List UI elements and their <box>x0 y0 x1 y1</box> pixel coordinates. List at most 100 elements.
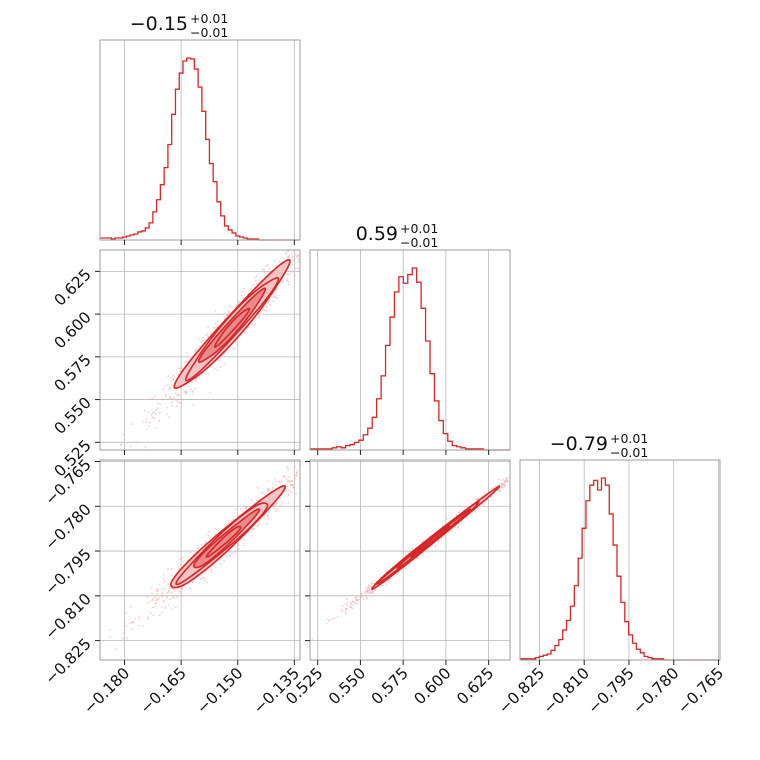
scatter-point <box>365 586 368 589</box>
scatter-point <box>194 348 197 351</box>
scatter-point <box>175 596 178 598</box>
scatter-point <box>543 450 545 452</box>
scatter-point <box>501 482 503 485</box>
title-minus-error: −0.01 <box>190 25 228 40</box>
scatter-point <box>282 257 284 259</box>
scatter-point <box>345 597 348 600</box>
scatter-point <box>287 479 289 482</box>
scatter-point <box>440 537 443 540</box>
scatter-point <box>219 366 222 368</box>
scatter-point <box>167 375 170 378</box>
scatter-point <box>295 492 297 495</box>
scatter-point <box>162 595 165 598</box>
scatter-point <box>267 488 269 491</box>
scatter-point <box>201 576 204 579</box>
scatter-point <box>263 516 266 519</box>
scatter-point <box>170 380 173 383</box>
scatter-point <box>518 472 520 474</box>
scatter-point <box>252 283 255 286</box>
scatter-point <box>145 417 148 420</box>
scatter-point <box>239 507 242 510</box>
scatter-point <box>452 516 455 519</box>
contour-line <box>184 276 280 382</box>
scatter-point <box>317 237 319 239</box>
scatter-point <box>158 583 160 586</box>
scatter-point <box>527 469 529 471</box>
scatter-point <box>328 620 330 622</box>
scatter-point <box>162 577 165 580</box>
scatter-point <box>146 428 149 430</box>
scatter-point <box>138 617 141 620</box>
scatter-point <box>371 582 374 585</box>
scatter-point <box>258 315 261 317</box>
scatter-point <box>236 542 239 545</box>
scatter-point <box>228 311 231 314</box>
scatter-point <box>369 591 371 594</box>
x-tick-label: 0.600 <box>411 664 455 708</box>
scatter-point <box>295 471 298 474</box>
scatter-point <box>164 385 167 387</box>
scatter-point <box>373 582 376 585</box>
scatter-point <box>285 253 287 255</box>
scatter-point <box>337 445 339 447</box>
y-tick-label: 0.550 <box>51 394 95 438</box>
scatter-point <box>168 388 170 391</box>
scatter-point <box>182 388 185 391</box>
scatter-point <box>276 508 279 510</box>
scatter-point <box>308 459 310 461</box>
scatter-point <box>309 223 311 225</box>
scatter-point <box>158 411 161 414</box>
scatter-point <box>389 577 392 580</box>
contour-line <box>192 508 261 569</box>
scatter-point <box>97 663 99 665</box>
panel-frame <box>99 459 301 661</box>
scatter-point <box>503 485 506 488</box>
scatter-point <box>291 264 294 266</box>
scatter-point <box>324 443 326 445</box>
scatter-point <box>316 224 318 226</box>
scatter-point <box>167 583 169 586</box>
scatter-point <box>198 345 201 347</box>
scatter-point <box>322 245 324 247</box>
scatter-point <box>286 280 288 282</box>
title-minus-error: −0.01 <box>610 445 648 460</box>
scatter-point <box>299 244 301 246</box>
scatter-point <box>345 608 347 611</box>
scatter-point <box>180 402 183 405</box>
scatter-point <box>321 224 323 226</box>
scatter-point <box>287 280 290 283</box>
scatter-point <box>151 597 154 600</box>
scatter-point <box>171 587 174 590</box>
scatter-point <box>126 637 128 639</box>
scatter-point <box>168 587 171 590</box>
scatter-point <box>151 416 154 418</box>
scatter-point <box>170 568 173 570</box>
scatter-point <box>510 477 512 479</box>
scatter-point <box>191 403 194 406</box>
scatter-point <box>242 510 244 513</box>
scatter-point <box>501 486 503 489</box>
scatter-point <box>301 255 303 257</box>
scatter-point <box>181 588 183 590</box>
scatter-point <box>346 602 349 604</box>
scatter-point <box>369 590 372 592</box>
scatter-point <box>80 663 82 665</box>
scatter-point <box>194 350 197 353</box>
scatter-point <box>364 592 367 595</box>
scatter-point <box>309 221 311 223</box>
scatter-point <box>153 606 156 608</box>
scatter-point <box>196 544 199 547</box>
scatter-point <box>169 598 172 601</box>
scatter-panel-0-1 <box>95 219 325 455</box>
scatter-point <box>323 219 325 221</box>
scatter-point <box>152 398 155 401</box>
scatter-point <box>178 590 181 592</box>
scatter-point <box>368 584 370 586</box>
scatter-point <box>167 604 170 606</box>
scatter-point <box>244 508 247 511</box>
scatter-point <box>156 593 159 596</box>
scatter-point <box>520 468 522 470</box>
scatter-point <box>189 587 191 589</box>
scatter-point <box>228 554 231 557</box>
scatter-point <box>318 241 320 243</box>
